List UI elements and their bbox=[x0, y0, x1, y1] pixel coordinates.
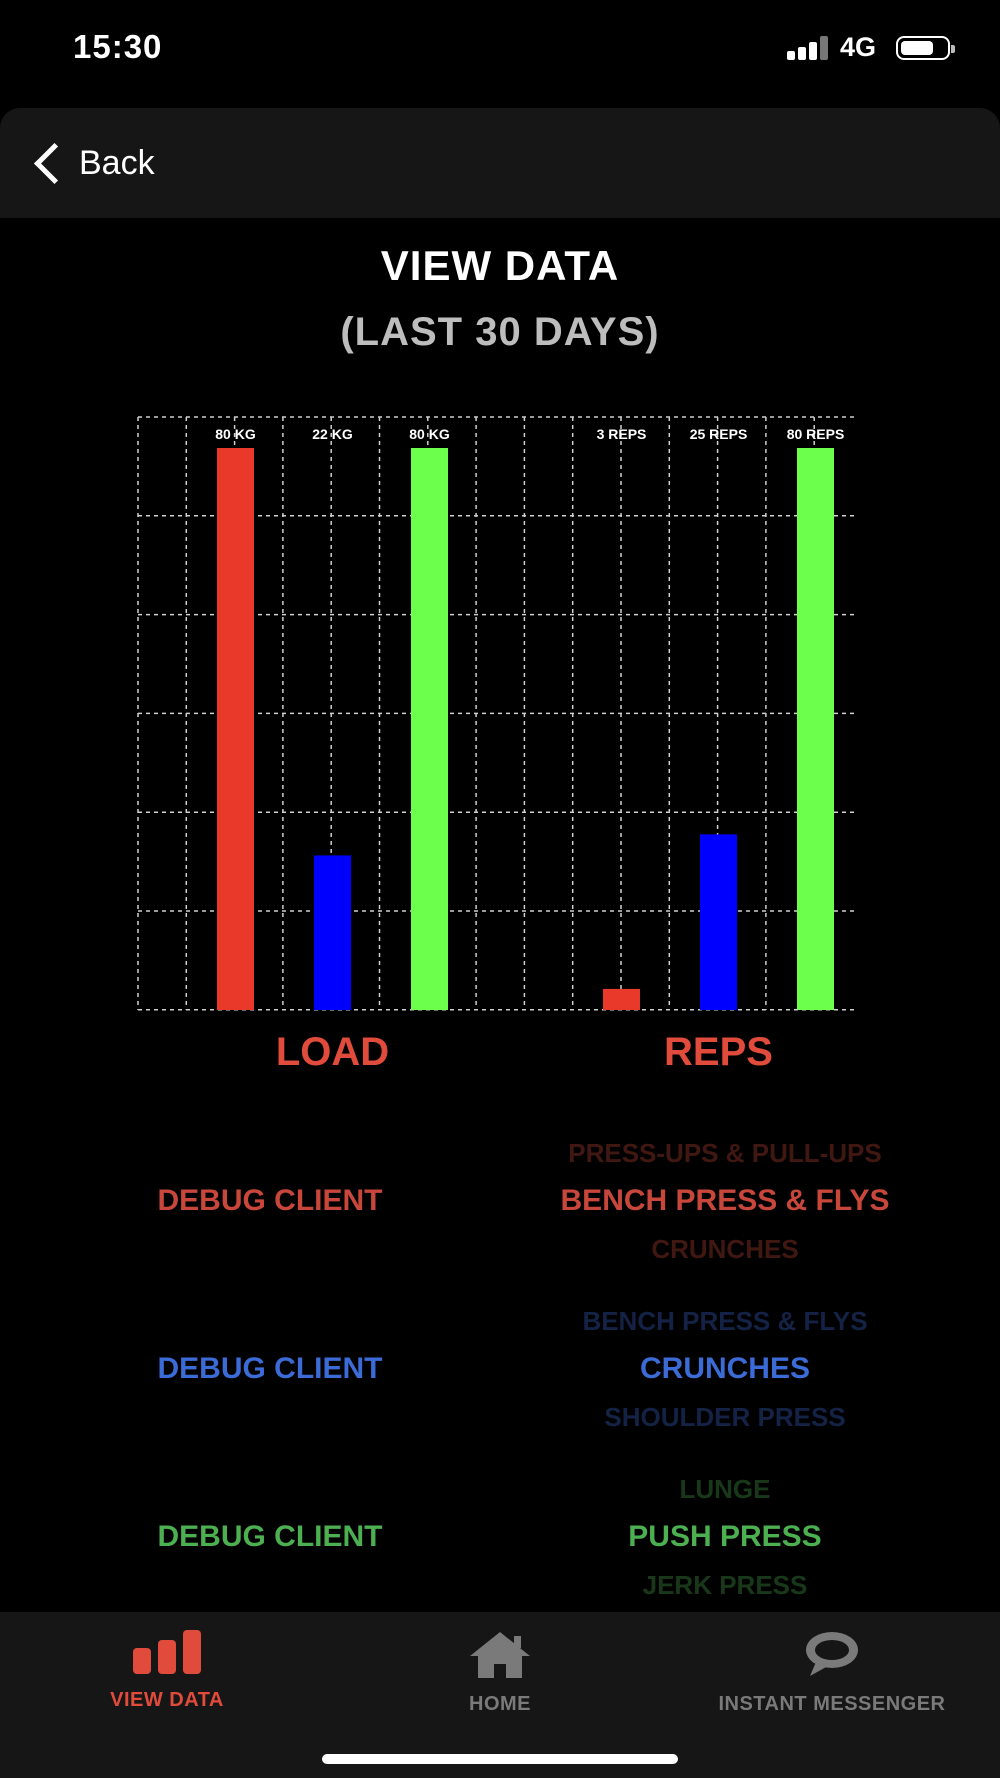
bar-chart-svg: 80 KG 22 KG 80 KG LOAD 3 REPS 25 REPS 80 REPS R… bbox=[137, 416, 858, 1074]
page-subtitle: (LAST 30 DAYS) bbox=[340, 310, 660, 354]
client-name[interactable]: DEBUG CLIENT bbox=[157, 1520, 383, 1553]
network-type: 4G bbox=[840, 32, 877, 62]
bar-chart: 80 KG 22 KG 80 KG LOAD 3 REPS 25 REPS 80 REPS R… bbox=[0, 400, 1000, 1080]
tab-instant-messenger[interactable]: INSTANT MESSENGER bbox=[702, 1630, 962, 1716]
exercise-row: DEBUG CLIENT PRESS-UPS & PULL-UPS BENCH PR… bbox=[0, 1130, 1000, 1280]
picker-option-below[interactable]: SHOULDER PRESS bbox=[604, 1402, 846, 1432]
picker-option-above[interactable]: BENCH PRESS & FLYS bbox=[582, 1306, 868, 1336]
group-label: LOAD bbox=[276, 1030, 389, 1074]
data-label: 22 KG bbox=[312, 426, 353, 442]
signal-strength-icon bbox=[787, 36, 833, 60]
status-time: 15:30 bbox=[73, 28, 163, 65]
tab-view-data-label: VIEW DATA bbox=[110, 1689, 224, 1711]
chart-bar bbox=[603, 988, 640, 1010]
tab-home-label: HOME bbox=[469, 1693, 531, 1715]
exercise-picker[interactable]: PRESS-UPS & PULL-UPS BENCH PRESS & FLYS CR… bbox=[560, 1130, 890, 1280]
picker-option-selected[interactable]: PUSH PRESS bbox=[628, 1520, 822, 1553]
data-label: 80 REPS bbox=[787, 426, 845, 442]
chart-bar bbox=[217, 448, 254, 1010]
data-label: 80 KG bbox=[409, 426, 450, 442]
exercise-row: DEBUG CLIENT LUNGE PUSH PRESS JERK PRESS bbox=[0, 1466, 1000, 1616]
tab-instant-messenger-label: INSTANT MESSENGER bbox=[718, 1693, 946, 1715]
home-icon bbox=[470, 1632, 530, 1678]
data-label: 80 KG bbox=[215, 426, 256, 442]
tab-home[interactable]: HOME bbox=[370, 1630, 630, 1716]
chat-bubble-icon bbox=[806, 1632, 858, 1676]
chart-bar bbox=[797, 448, 834, 1010]
exercise-picker[interactable]: LUNGE PUSH PRESS JERK PRESS bbox=[560, 1466, 890, 1616]
status-bar: 15:30 4G bbox=[0, 0, 1000, 100]
bar-chart-icon bbox=[133, 1630, 201, 1674]
exercise-picker[interactable]: BENCH PRESS & FLYS CRUNCHES SHOULDER PRESS bbox=[560, 1298, 890, 1448]
navigation-bar: Back bbox=[0, 108, 1000, 218]
back-button-label: Back bbox=[79, 143, 155, 182]
data-label: 3 REPS bbox=[597, 426, 647, 442]
picker-option-below[interactable]: JERK PRESS bbox=[642, 1570, 808, 1600]
chart-bar bbox=[700, 834, 737, 1010]
chart-bar bbox=[411, 448, 448, 1010]
page-title: VIEW DATA bbox=[380, 242, 620, 289]
picker-option-selected[interactable]: BENCH PRESS & FLYS bbox=[560, 1184, 890, 1217]
tab-bar: VIEW DATA HOME INSTANT MESSENGER bbox=[0, 1612, 1000, 1778]
exercise-row: DEBUG CLIENT BENCH PRESS & FLYS CRUNCHES SH… bbox=[0, 1298, 1000, 1448]
data-label: 25 REPS bbox=[690, 426, 748, 442]
picker-option-below[interactable]: CRUNCHES bbox=[651, 1234, 799, 1264]
picker-option-above[interactable]: LUNGE bbox=[679, 1474, 771, 1504]
picker-option-selected[interactable]: CRUNCHES bbox=[639, 1352, 810, 1385]
picker-option-above[interactable]: PRESS-UPS & PULL-UPS bbox=[568, 1138, 882, 1168]
client-name[interactable]: DEBUG CLIENT bbox=[157, 1352, 383, 1385]
chevron-left-icon bbox=[33, 142, 76, 184]
tab-view-data[interactable]: VIEW DATA bbox=[37, 1630, 297, 1712]
back-button[interactable]: Back bbox=[30, 138, 155, 188]
home-indicator bbox=[322, 1754, 678, 1764]
client-name[interactable]: DEBUG CLIENT bbox=[157, 1184, 383, 1217]
group-label: REPS bbox=[664, 1030, 773, 1074]
chart-bar bbox=[314, 855, 351, 1010]
battery-icon bbox=[896, 36, 955, 60]
